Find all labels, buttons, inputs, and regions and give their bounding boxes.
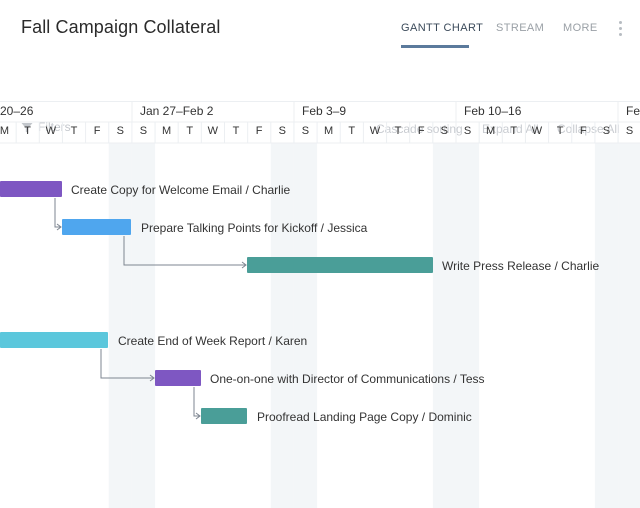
weekend-column	[270, 143, 294, 508]
task-label[interactable]: Proofread Landing Page Copy / Dominic	[257, 410, 472, 424]
week-header: 20–26 Jan 27–Feb 2 Feb 3–9 Feb 10–16 Fe	[0, 101, 640, 121]
day-label: T	[24, 125, 31, 137]
collapse-all-button[interactable]: Collapse All	[557, 122, 620, 136]
day-label: S	[440, 125, 449, 137]
dependency-line	[54, 198, 61, 228]
day-label: T	[510, 125, 518, 137]
day-label: F	[93, 125, 101, 137]
gantt-timeline: 20–26 Jan 27–Feb 2 Feb 3–9 Feb 10–16 Fe …	[0, 101, 640, 508]
dependency-arrows	[54, 198, 247, 420]
gantt-bar[interactable]	[0, 332, 108, 348]
day-label: F	[579, 125, 587, 137]
day-label: T	[394, 125, 402, 137]
dependency-line	[193, 387, 200, 417]
project-title: Fall Campaign Collateral	[21, 17, 221, 37]
day-label: S	[301, 125, 310, 137]
week-label: Feb 10–16	[464, 104, 522, 118]
cascade-sorting-button[interactable]: Cascade sorting	[376, 122, 463, 136]
day-label: M	[161, 125, 172, 137]
task-label[interactable]: Create Copy for Welcome Email / Charlie	[71, 183, 291, 197]
app-header: Fall Campaign Collateral GANTT CHART STR…	[0, 0, 640, 56]
weekend-column	[456, 143, 480, 508]
weekend-column	[432, 143, 456, 508]
arrow-head-icon	[56, 223, 62, 231]
tab-more[interactable]: MORE	[563, 22, 598, 34]
day-label: T	[70, 125, 78, 137]
week-label: Jan 27–Feb 2	[140, 104, 214, 118]
day-label: S	[278, 125, 286, 137]
week-label: Feb 3–9	[302, 104, 347, 118]
day-label: W	[45, 125, 56, 137]
gantt-bar[interactable]	[247, 257, 433, 273]
weekend-column	[131, 143, 156, 508]
expand-all-button[interactable]: Expand All	[482, 122, 539, 136]
day-label: W	[369, 125, 381, 137]
dependency-line	[100, 349, 154, 379]
arrow-head-icon	[149, 374, 155, 382]
funnel-icon[interactable]	[21, 122, 33, 134]
task-label[interactable]: Create End of Week Report / Karen	[118, 334, 308, 348]
gantt-bar[interactable]	[155, 370, 201, 386]
day-label: T	[556, 125, 564, 137]
day-label: T	[186, 125, 194, 137]
tab-gantt-chart[interactable]: GANTT CHART	[401, 22, 484, 34]
week-label: Fe	[626, 104, 640, 118]
gantt-bar[interactable]	[0, 181, 62, 197]
gantt-bar[interactable]	[62, 219, 131, 235]
week-label: 20–26	[0, 104, 34, 118]
task-label[interactable]: Write Press Release / Charlie	[442, 259, 600, 273]
task-label[interactable]: Prepare Talking Points for Kickoff / Jes…	[141, 221, 368, 235]
weekend-column	[618, 143, 640, 508]
day-label: W	[531, 125, 543, 137]
dependency-line	[123, 236, 246, 266]
day-label: S	[139, 125, 148, 137]
day-label: S	[602, 125, 611, 137]
weekend-column	[293, 143, 318, 508]
toolbar: Filters Cascade sorting Expand All Colla…	[0, 56, 640, 136]
day-label: W	[207, 125, 219, 137]
day-label: F	[417, 125, 425, 137]
weekend-column	[594, 143, 619, 508]
day-label: S	[463, 125, 472, 137]
gantt-bar[interactable]	[201, 408, 247, 424]
day-label: F	[255, 125, 263, 137]
arrow-head-icon	[195, 412, 201, 420]
day-label: S	[116, 125, 124, 137]
task-label[interactable]: One-on-one with Director of Communicatio…	[210, 372, 485, 386]
active-tab-indicator	[401, 45, 469, 48]
day-label: M	[0, 125, 10, 137]
day-label: T	[348, 125, 356, 137]
day-label: S	[625, 125, 634, 137]
tab-stream[interactable]: STREAM	[496, 22, 545, 34]
kebab-menu-icon[interactable]	[615, 19, 627, 39]
day-label: T	[232, 125, 240, 137]
day-label: M	[486, 125, 496, 137]
arrow-head-icon	[241, 261, 247, 269]
day-label: M	[324, 125, 334, 137]
